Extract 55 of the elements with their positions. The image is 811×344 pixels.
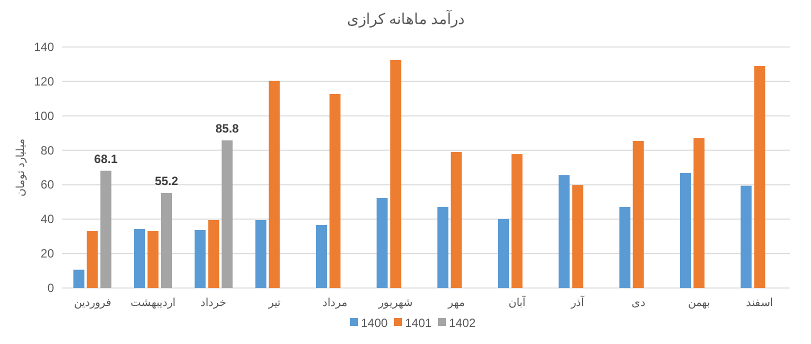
bar bbox=[268, 80, 280, 288]
y-tick-label: 120 bbox=[34, 74, 54, 88]
bar bbox=[512, 154, 522, 288]
bar bbox=[222, 140, 233, 288]
x-tick-label: اسفند bbox=[746, 297, 774, 309]
y-tick-label: 60 bbox=[40, 178, 54, 192]
x-tick-label: مرداد bbox=[322, 297, 348, 309]
x-tick-label: دی bbox=[631, 297, 646, 309]
bar bbox=[148, 231, 158, 288]
bar bbox=[134, 228, 145, 288]
bar bbox=[161, 192, 172, 288]
bar bbox=[680, 173, 691, 288]
y-tick-label: 0 bbox=[47, 281, 54, 295]
bar bbox=[437, 206, 448, 288]
bar bbox=[73, 270, 84, 288]
bar bbox=[194, 230, 206, 288]
bar bbox=[316, 224, 327, 288]
bar bbox=[100, 170, 112, 288]
bar bbox=[694, 138, 704, 288]
x-tick-label: بهمن bbox=[688, 297, 710, 309]
y-tick-label: 140 bbox=[34, 40, 54, 54]
y-tick-label: 80 bbox=[40, 143, 54, 158]
x-tick-label: اردیبهشت bbox=[130, 297, 176, 309]
bar bbox=[619, 206, 630, 288]
bar bbox=[498, 218, 509, 288]
x-tick-label: آذر bbox=[570, 296, 586, 309]
x-tick-label: فروردین bbox=[74, 297, 111, 309]
data-label: 55.2 bbox=[154, 174, 178, 188]
x-tick-label: تیر bbox=[267, 297, 280, 309]
legend-label: 1401 bbox=[405, 316, 432, 330]
bar bbox=[390, 60, 402, 288]
x-tick-label: مهر bbox=[446, 297, 465, 309]
bar bbox=[740, 186, 752, 288]
y-tick-label: 40 bbox=[40, 212, 54, 226]
chart-title: درآمد ماهانه کرازی bbox=[346, 10, 466, 28]
bar bbox=[572, 185, 584, 288]
bar bbox=[208, 220, 220, 288]
bar bbox=[450, 152, 462, 288]
x-tick-label: شهریور bbox=[378, 297, 413, 309]
legend-label: 1402 bbox=[449, 316, 476, 330]
bar bbox=[558, 175, 570, 288]
bar bbox=[255, 220, 266, 288]
bar bbox=[632, 140, 644, 288]
y-axis-title: میلیارد تومان bbox=[15, 138, 27, 197]
y-tick-label: 20 bbox=[40, 246, 54, 261]
bar bbox=[754, 66, 766, 288]
x-tick-label: آبان bbox=[508, 296, 526, 309]
data-label: 85.8 bbox=[215, 121, 240, 136]
bar bbox=[86, 231, 98, 288]
legend-label: 1400 bbox=[361, 316, 388, 330]
bar bbox=[376, 198, 388, 288]
data-label: 68.1 bbox=[94, 152, 118, 166]
bar bbox=[330, 94, 340, 288]
y-tick-label: 100 bbox=[34, 108, 54, 123]
x-tick-label: خرداد bbox=[200, 297, 227, 309]
